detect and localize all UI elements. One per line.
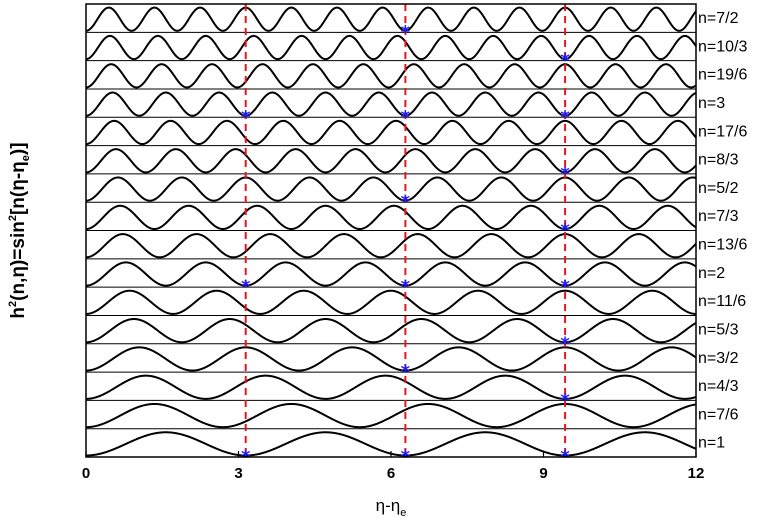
curve-n=2 [85,261,697,287]
star-marker: * [560,50,570,71]
y-axis-label-end: )] [8,142,29,155]
series-label-n=4/3: n=4/3 [698,378,739,395]
series-labels: n=1 n=7/6 n=4/3 n=3/2 n=5/3 n=11/6 n=2 n=13/6 n=… [698,10,747,452]
star-marker: * [401,277,411,298]
series-label-n=5/2: n=5/2 [698,180,739,197]
y-axis-label: h2(n,η)=sin2[n(η-ηe)] [7,142,32,318]
curve-n=13/6 [85,233,697,259]
star-marker: * [560,277,570,298]
curve-n=3/2 [86,346,697,372]
curve-n=8/3 [85,148,697,174]
x-ticks: 0 3 6 9 12 [82,451,705,482]
curve-n=19/6 [85,63,697,89]
curve-n=7/2 [85,6,697,32]
curve-n=3 [85,91,697,117]
star-marker: * [560,107,570,128]
x-tick-label: 12 [688,465,705,482]
star-marker: * [401,192,411,213]
x-tick-label: 6 [387,465,395,482]
curve-n=11/6 [85,289,696,315]
y-axis-label-sub: e [20,155,32,161]
star-marker: * [401,362,411,383]
star-marker: * [560,220,570,241]
x-tick-label: 0 [82,465,90,482]
series-label-n=8/3: n=8/3 [698,152,739,169]
y-axis-label-bracket: [n(η-η [8,161,29,215]
series-label-n=1: n=1 [698,435,725,452]
series-label-n=3: n=3 [698,95,725,112]
y-axis-label-sq2: 2 [7,215,19,221]
y-axis-label-sq1: 2 [7,301,19,307]
series-label-n=7/3: n=7/3 [698,208,739,225]
star-marker: * [560,333,570,354]
series-label-n=19/6: n=19/6 [698,67,747,84]
star-marker: * [560,163,570,184]
series-label-n=7/2: n=7/2 [698,10,739,27]
star-marker: * [401,22,411,43]
star-marker: * [241,277,251,298]
curve-n=10/3 [85,34,697,61]
y-axis-label-mid: (n,η)=sin [8,221,29,301]
series-label-n=13/6: n=13/6 [698,237,747,254]
curves [85,6,697,457]
x-axis-label-sub: e [400,507,406,519]
series-label-n=5/3: n=5/3 [698,321,739,338]
curve-n=17/6 [85,119,697,146]
series-label-n=10/3: n=10/3 [698,38,747,55]
curve-n=4/3 [85,374,697,400]
x-axis-label-main: η-η [376,496,401,515]
series-label-n=11/6: n=11/6 [698,293,746,310]
y-axis-label-h: h [8,307,29,319]
series-label-n=17/6: n=17/6 [698,123,747,140]
star-marker: * [241,107,251,128]
series-label-n=2: n=2 [698,265,725,282]
reference-lines [244,4,567,457]
curve-n=5/3 [85,318,697,344]
curve-n=7/6 [85,402,697,429]
series-label-n=3/2: n=3/2 [698,350,739,367]
strip-separators [86,31,696,430]
x-tick-label: 3 [234,465,242,482]
series-label-n=7/6: n=7/6 [698,406,739,423]
x-tick-label: 9 [539,465,547,482]
star-marker: * [560,390,570,411]
star-marker: * [401,107,411,128]
x-axis-label: η-ηe [376,496,407,519]
curve-n=7/3 [85,204,697,231]
curve-n=5/2 [85,176,697,202]
